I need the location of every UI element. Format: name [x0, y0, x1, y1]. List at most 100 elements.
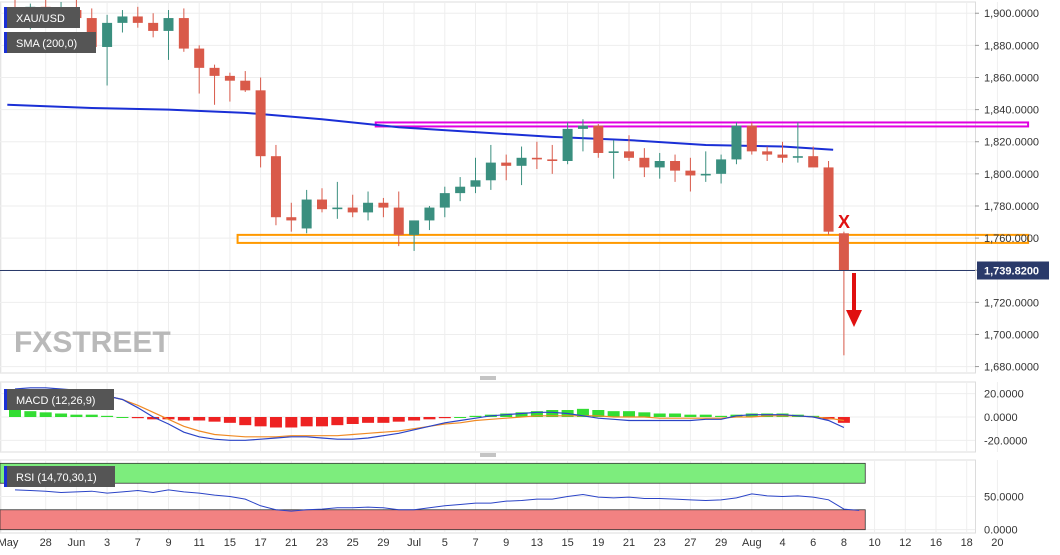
macd-histogram-bar	[55, 413, 68, 417]
candle	[301, 189, 312, 234]
candle	[286, 202, 297, 232]
candle	[823, 161, 834, 235]
down-arrow	[846, 273, 862, 327]
macd-histogram-bar	[239, 417, 252, 426]
macd-histogram-bar	[392, 417, 405, 422]
macd-histogram-bar	[362, 417, 375, 423]
candle-body	[654, 161, 665, 168]
candles	[10, 0, 849, 356]
macd-histogram-bar	[699, 414, 712, 417]
macd-line	[14, 387, 845, 441]
candle-body	[378, 202, 389, 208]
candle-body	[363, 202, 374, 213]
macd-panel	[9, 387, 850, 441]
price-tick-label: 1,760.0000	[984, 233, 1039, 245]
candle-body	[209, 67, 220, 76]
candle	[639, 148, 650, 178]
rsi-overbought-zone	[0, 462, 866, 484]
candle	[470, 157, 481, 194]
candle	[363, 191, 374, 221]
candle	[240, 71, 251, 92]
x-tick-label: 20	[991, 537, 1003, 549]
candle-body	[731, 125, 742, 160]
macd-tick-label: 0.0000	[984, 412, 1018, 424]
price-tick-label: 1,680.0000	[984, 362, 1039, 374]
support-zone	[236, 233, 1030, 244]
macd-label[interactable]: MACD (12,26,9)	[4, 389, 114, 410]
rsi-label[interactable]: RSI (14,70,30,1)	[4, 466, 115, 487]
candle-body	[838, 233, 849, 271]
symbol-label-accent	[4, 7, 7, 28]
price-tick-label: 1,900.0000	[984, 8, 1039, 20]
candle	[255, 77, 266, 168]
x-tick-label: 7	[135, 537, 141, 549]
sma-label-box	[4, 32, 96, 53]
macd-histogram-bar	[592, 410, 605, 417]
x-tick-label: Aug	[742, 537, 762, 549]
candle-body	[455, 186, 466, 194]
macd-histogram-bar	[454, 417, 467, 418]
candle-body	[700, 173, 711, 176]
sma-label[interactable]: SMA (200,0)	[4, 32, 96, 53]
rsi-oversold-zone	[0, 509, 866, 531]
axes: May 28 Jun 3 7 9 11 15 17 21 23 25 29 Jul 5 7 9 13 15 19 21 2…	[0, 8, 1039, 549]
x-tick-label: 29	[377, 537, 389, 549]
macd-histogram-bar	[346, 417, 359, 424]
macd-label-text: MACD (12,26,9)	[16, 395, 95, 407]
macd-histogram-bar	[316, 417, 328, 427]
price-tick-label: 1,800.0000	[984, 169, 1039, 181]
macd-histogram-bar	[208, 417, 221, 422]
candle	[792, 122, 803, 163]
candle	[102, 14, 113, 86]
macd-histogram-bar	[469, 415, 482, 417]
macd-histogram-bar	[515, 412, 528, 417]
candle	[178, 8, 189, 52]
candle	[608, 140, 619, 179]
x-tick-label: May	[0, 537, 19, 549]
x-tick-label: 11	[193, 537, 204, 549]
candle-body	[531, 157, 542, 160]
candle-body	[132, 16, 143, 23]
rsi-panel	[0, 462, 866, 531]
x-tick-label: 28	[40, 537, 52, 549]
x-tick-label: 21	[285, 537, 297, 549]
candle	[808, 146, 819, 168]
macd-histogram-bar	[101, 415, 114, 417]
candle-body	[286, 217, 297, 221]
x-tick-label: 15	[561, 537, 573, 549]
candle	[148, 13, 159, 38]
candle	[838, 231, 849, 356]
sma-label-text: SMA (200,0)	[16, 38, 77, 50]
candle	[777, 141, 788, 163]
symbol-label[interactable]: XAU/USD	[4, 7, 80, 28]
candle	[562, 122, 573, 165]
last-price-label: 1,739.8200	[984, 266, 1039, 278]
candle	[716, 154, 727, 184]
candle	[117, 10, 128, 33]
candle	[593, 124, 604, 158]
candle-body	[670, 161, 681, 171]
macd-histogram-bar	[223, 417, 236, 423]
pane-resize-handle-1[interactable]	[480, 376, 496, 380]
candle	[209, 64, 220, 105]
candle-body	[485, 162, 496, 181]
macd-histogram-bar	[147, 417, 160, 420]
candle	[317, 188, 327, 213]
pane-resize-handle-2[interactable]	[480, 453, 496, 457]
candle	[270, 144, 281, 226]
candle	[762, 146, 773, 161]
resistance-zone	[374, 121, 1030, 128]
candle-body	[178, 18, 189, 49]
candle-body	[240, 80, 251, 91]
x-tick-label: 18	[961, 537, 973, 549]
symbol-label-text: XAU/USD	[16, 13, 65, 25]
x-tick-label: 15	[224, 537, 236, 549]
x-tick-label: 25	[347, 537, 359, 549]
macd-histogram-bar	[546, 410, 559, 417]
macd-histogram-bar	[331, 417, 344, 426]
candle-body	[470, 180, 481, 187]
rsi-tick-label: 0.0000	[984, 525, 1018, 537]
x-tick-label: 6	[810, 537, 816, 549]
sma-label-accent	[4, 32, 7, 53]
